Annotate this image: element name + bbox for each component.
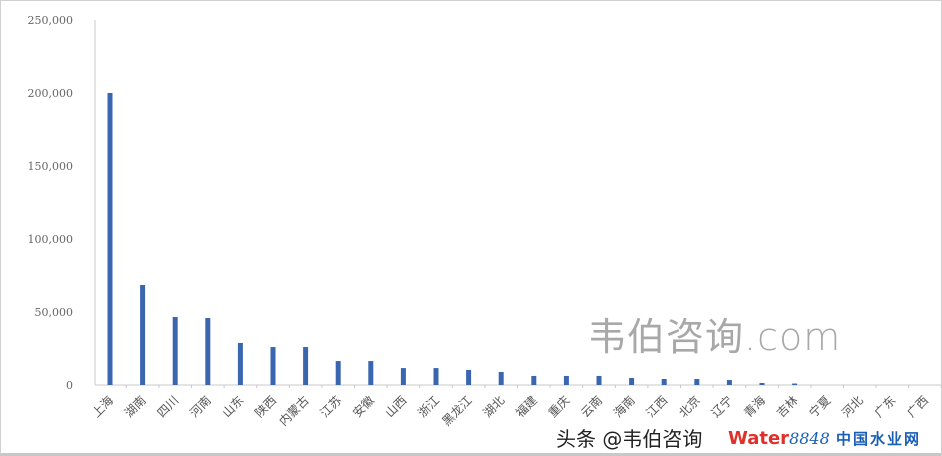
- y-tick-label: 200,000: [28, 87, 74, 100]
- bar: [205, 317, 211, 385]
- x-tick-label: 重庆: [546, 393, 573, 420]
- bar: [335, 361, 341, 385]
- water8848-logo: Water8848: [728, 429, 830, 449]
- logo-number: 8848: [789, 429, 830, 448]
- y-tick-label: 0: [66, 379, 73, 392]
- x-tick-label: 福建: [512, 393, 540, 421]
- x-tick-label: 北京: [676, 393, 703, 420]
- bar: [270, 347, 276, 385]
- y-tick-label: 150,000: [28, 160, 74, 173]
- x-tick-label: 内蒙古: [276, 393, 312, 429]
- x-tick-label: 山东: [220, 393, 247, 420]
- x-tick-label: 四川: [154, 393, 181, 420]
- x-tick-label: 青海: [741, 393, 769, 421]
- x-tick-label: 湖北: [480, 393, 508, 421]
- x-tick-label: 云南: [578, 393, 606, 421]
- x-tick-label: 河北: [839, 393, 866, 420]
- bar: [531, 375, 537, 385]
- y-tick-label: 100,000: [28, 233, 74, 246]
- bar: [140, 284, 146, 385]
- x-tick-label: 广东: [872, 393, 899, 420]
- x-tick-label: 江苏: [317, 393, 344, 420]
- bar: [661, 379, 667, 385]
- x-tick-label: 江西: [643, 393, 670, 420]
- x-tick-label: 上海: [89, 393, 117, 421]
- x-tick-label: 湖南: [121, 393, 149, 421]
- logo-word: Water: [728, 428, 790, 449]
- x-tick-label: 浙江: [415, 393, 442, 420]
- y-tick-label: 250,000: [28, 14, 74, 27]
- bar: [466, 369, 472, 385]
- bar: [759, 382, 765, 385]
- bar: [107, 93, 113, 385]
- x-tick-label: 安徽: [349, 393, 377, 421]
- x-tick-label: 宁夏: [806, 393, 834, 421]
- bar: [400, 368, 406, 385]
- bar: [596, 375, 602, 385]
- bar: [694, 379, 700, 385]
- x-tick-label: 辽宁: [708, 393, 736, 421]
- bar: [172, 316, 178, 385]
- bar: [792, 383, 798, 385]
- x-tick-label: 河南: [186, 393, 214, 421]
- x-tick-label: 广西: [904, 393, 931, 420]
- bar: [303, 347, 309, 385]
- watermark-site: 韦伯咨询.com: [588, 315, 842, 359]
- bar: [629, 377, 635, 385]
- watermark-toutiao: 头条 @韦伯咨询: [556, 427, 703, 451]
- x-tick-label: 吉林: [774, 393, 801, 420]
- bar: [433, 368, 439, 385]
- x-tick-label: 山西: [383, 393, 410, 420]
- x-tick-label: 黑龙江: [439, 393, 474, 428]
- x-tick-label: 海南: [610, 393, 638, 421]
- logo-subtitle: 中国水业网: [836, 430, 922, 448]
- bar: [368, 361, 374, 385]
- y-tick-label: 50,000: [35, 306, 74, 319]
- bar: [563, 375, 569, 385]
- bar: [726, 380, 732, 385]
- x-tick-label: 陕西: [252, 393, 280, 421]
- bar: [498, 372, 504, 385]
- bar: [237, 342, 243, 385]
